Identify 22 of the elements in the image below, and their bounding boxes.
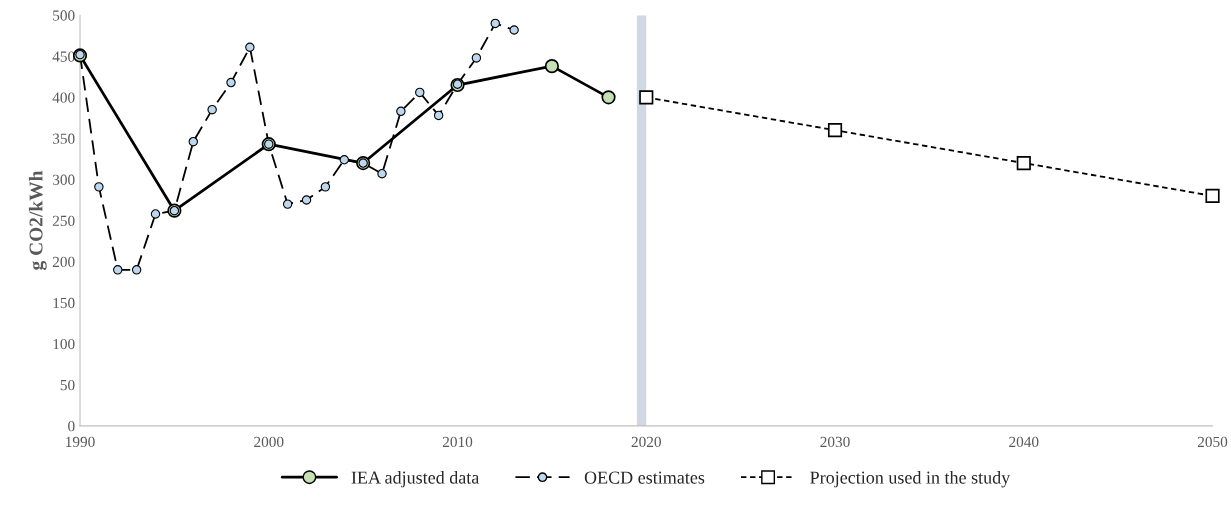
x-tick-label: 2040	[1009, 436, 1039, 448]
x-tick-label: 2020	[631, 436, 661, 448]
x-tick-label: 2030	[820, 436, 850, 448]
y-tick-label: 350	[52, 133, 75, 144]
legend-label: IEA adjusted data	[351, 470, 480, 488]
y-tick-label: 50	[60, 379, 75, 391]
y-tick-label: 100	[53, 338, 75, 350]
y-tick-label: 250	[52, 215, 75, 226]
legend-label: Projection used in the study	[810, 470, 1011, 488]
y-tick-label: 500	[53, 10, 75, 21]
y-axis-title: g CO2/kWh	[28, 170, 47, 270]
y-tick-label: 150	[53, 297, 75, 309]
y-tick-label: 450	[52, 51, 75, 62]
x-tick-label: 2050	[1197, 436, 1228, 448]
y-tick-label: 0	[68, 421, 75, 432]
y-tick-label: 200	[52, 256, 75, 268]
x-tick-label: 2010	[442, 436, 473, 448]
legend-label: OECD estimates	[584, 471, 705, 484]
y-tick-label: 400	[52, 92, 75, 103]
x-tick-label: 1990	[66, 436, 95, 448]
x-tick-label: 2000	[254, 436, 284, 448]
y-tick-label: 300	[52, 174, 75, 185]
